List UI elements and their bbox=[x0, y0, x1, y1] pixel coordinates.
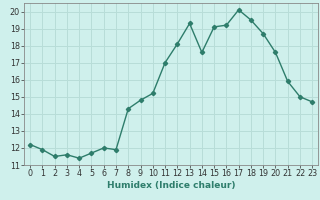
X-axis label: Humidex (Indice chaleur): Humidex (Indice chaleur) bbox=[107, 181, 236, 190]
